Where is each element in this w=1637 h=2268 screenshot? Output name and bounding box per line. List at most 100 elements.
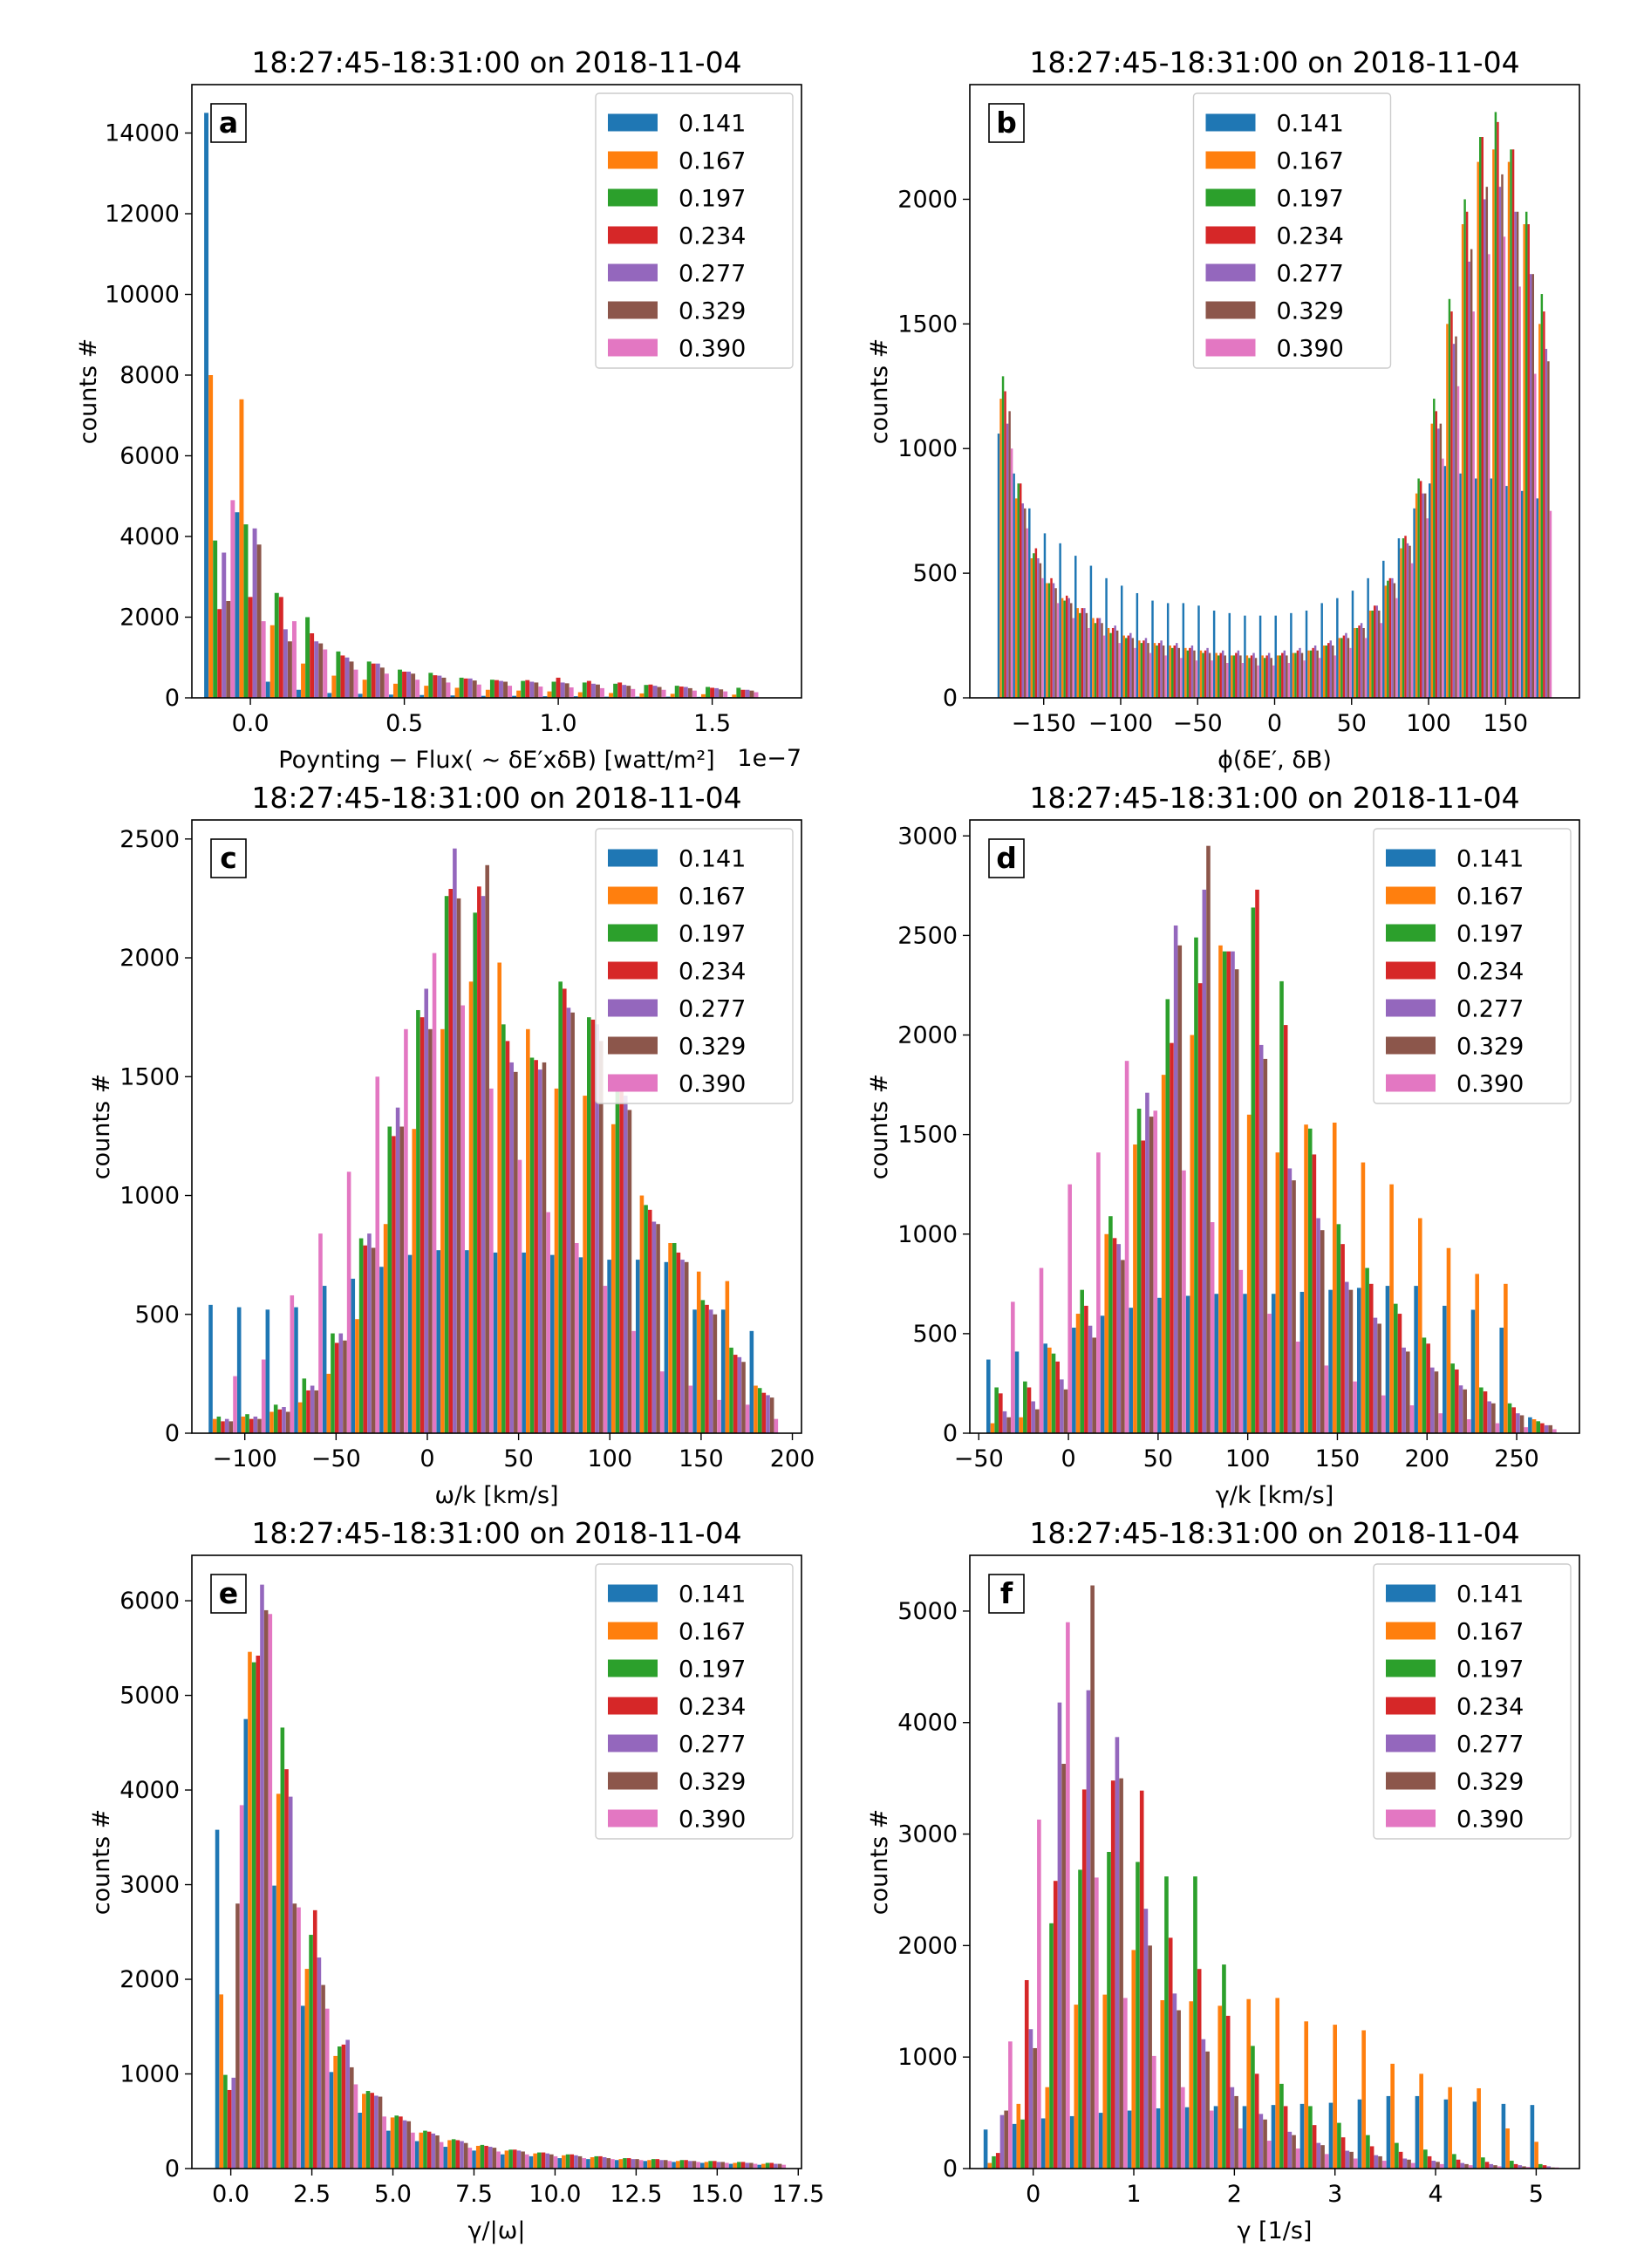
bar (1523, 224, 1525, 698)
bar (688, 1385, 693, 1433)
legend-label: 0.167 (679, 884, 746, 911)
y-tick-label: 12000 (105, 201, 180, 228)
bar (268, 1614, 273, 2169)
bar (1222, 1964, 1226, 2169)
bar (1452, 2154, 1456, 2169)
bar (375, 1076, 380, 1433)
chart-panel-e: 0.0 2.5 5.0 7.5 10.0 12.5 15.0 17.5 0 1000 2000 300… (88, 1516, 824, 2244)
y-tick-label: 4000 (119, 523, 180, 550)
bar (1261, 655, 1264, 698)
bar (1511, 1407, 1516, 1433)
bar (402, 2120, 407, 2169)
bar (590, 1019, 596, 1433)
bar (661, 689, 666, 698)
bar (1131, 638, 1135, 698)
bar (1354, 627, 1356, 698)
bar (1001, 376, 1005, 698)
x-tick-label: 150 (1483, 710, 1528, 737)
bar (1538, 324, 1541, 698)
bar (672, 2162, 676, 2169)
chart-title: 18:27:45-18:31:00 on 2018-11-04 (251, 45, 741, 79)
bar (294, 1307, 298, 1433)
bar (578, 1257, 583, 1433)
bar (575, 1243, 579, 1433)
x-tick-label: 50 (1337, 710, 1367, 737)
bar (586, 680, 591, 698)
bar (728, 2163, 733, 2169)
bar (1164, 655, 1167, 698)
bar (1427, 2155, 1432, 2169)
bar (1435, 411, 1438, 698)
bar (1063, 600, 1066, 698)
x-axis-label: ω/k [km/s] (434, 1482, 558, 1509)
legend-swatch (608, 1772, 658, 1790)
axes-frame (969, 1554, 1580, 2169)
bar (745, 689, 750, 698)
panel-label: d (996, 841, 1017, 875)
bar (1265, 655, 1268, 698)
bar (437, 675, 442, 698)
bar (1067, 1184, 1072, 1433)
y-tick-label: 1500 (119, 1063, 180, 1090)
bar (481, 896, 486, 1433)
bar (687, 2161, 692, 2169)
bar (525, 2154, 529, 2169)
bar (754, 1385, 758, 1433)
bar (655, 2159, 660, 2169)
bar (542, 696, 548, 698)
bar (1189, 647, 1191, 698)
bar (1279, 980, 1284, 1433)
bar (1328, 2102, 1333, 2169)
x-tick-label: 17.5 (772, 2181, 824, 2208)
bar (745, 2162, 749, 2169)
legend-label: 0.234 (679, 1694, 746, 1721)
bar (1231, 951, 1235, 1433)
bar (343, 1340, 347, 1433)
bar (1397, 538, 1401, 698)
bar (1148, 1945, 1152, 2169)
bar (692, 1309, 697, 1433)
bar (476, 684, 481, 698)
bar (1250, 655, 1253, 698)
bar (696, 2162, 700, 2169)
x-tick-label: 50 (503, 1445, 533, 1472)
legend-swatch (1205, 151, 1256, 169)
bar (1290, 612, 1293, 698)
bar (239, 1805, 244, 2169)
legend-label: 0.197 (679, 186, 746, 213)
bar (1386, 2095, 1391, 2169)
bar (455, 2140, 460, 2169)
bar (1332, 1122, 1337, 1433)
legend-label: 0.167 (1277, 148, 1344, 175)
bar (761, 2163, 766, 2169)
legend-swatch (608, 338, 658, 357)
bar (639, 1195, 645, 1433)
bar (1398, 2151, 1403, 2169)
bar (1012, 2123, 1017, 2169)
bar (1382, 560, 1385, 698)
legend-label: 0.234 (1277, 223, 1344, 250)
bar (485, 689, 490, 698)
bar (674, 686, 679, 698)
y-axis-label: counts # (88, 1074, 115, 1179)
bar (538, 687, 543, 698)
panel-label: e (219, 1576, 238, 1610)
x-tick-label: 0.0 (232, 710, 269, 737)
bar (1542, 2165, 1547, 2169)
bar (1333, 2025, 1337, 2169)
bar (1190, 1035, 1195, 1433)
bar (1365, 1267, 1369, 1433)
bar (1263, 658, 1266, 698)
bar (297, 1402, 303, 1433)
bar (607, 1260, 611, 1433)
y-tick-label: 2500 (897, 922, 958, 949)
bar (1081, 1789, 1087, 2169)
bar (261, 1359, 266, 1433)
bar (1168, 1937, 1173, 2169)
x-tick-label: 12.5 (610, 2181, 662, 2208)
bar (1133, 1144, 1137, 1433)
bar (1107, 1852, 1111, 2169)
bar (615, 1079, 620, 1433)
legend-swatch (608, 1734, 658, 1752)
panel-label-box: b (988, 103, 1025, 143)
